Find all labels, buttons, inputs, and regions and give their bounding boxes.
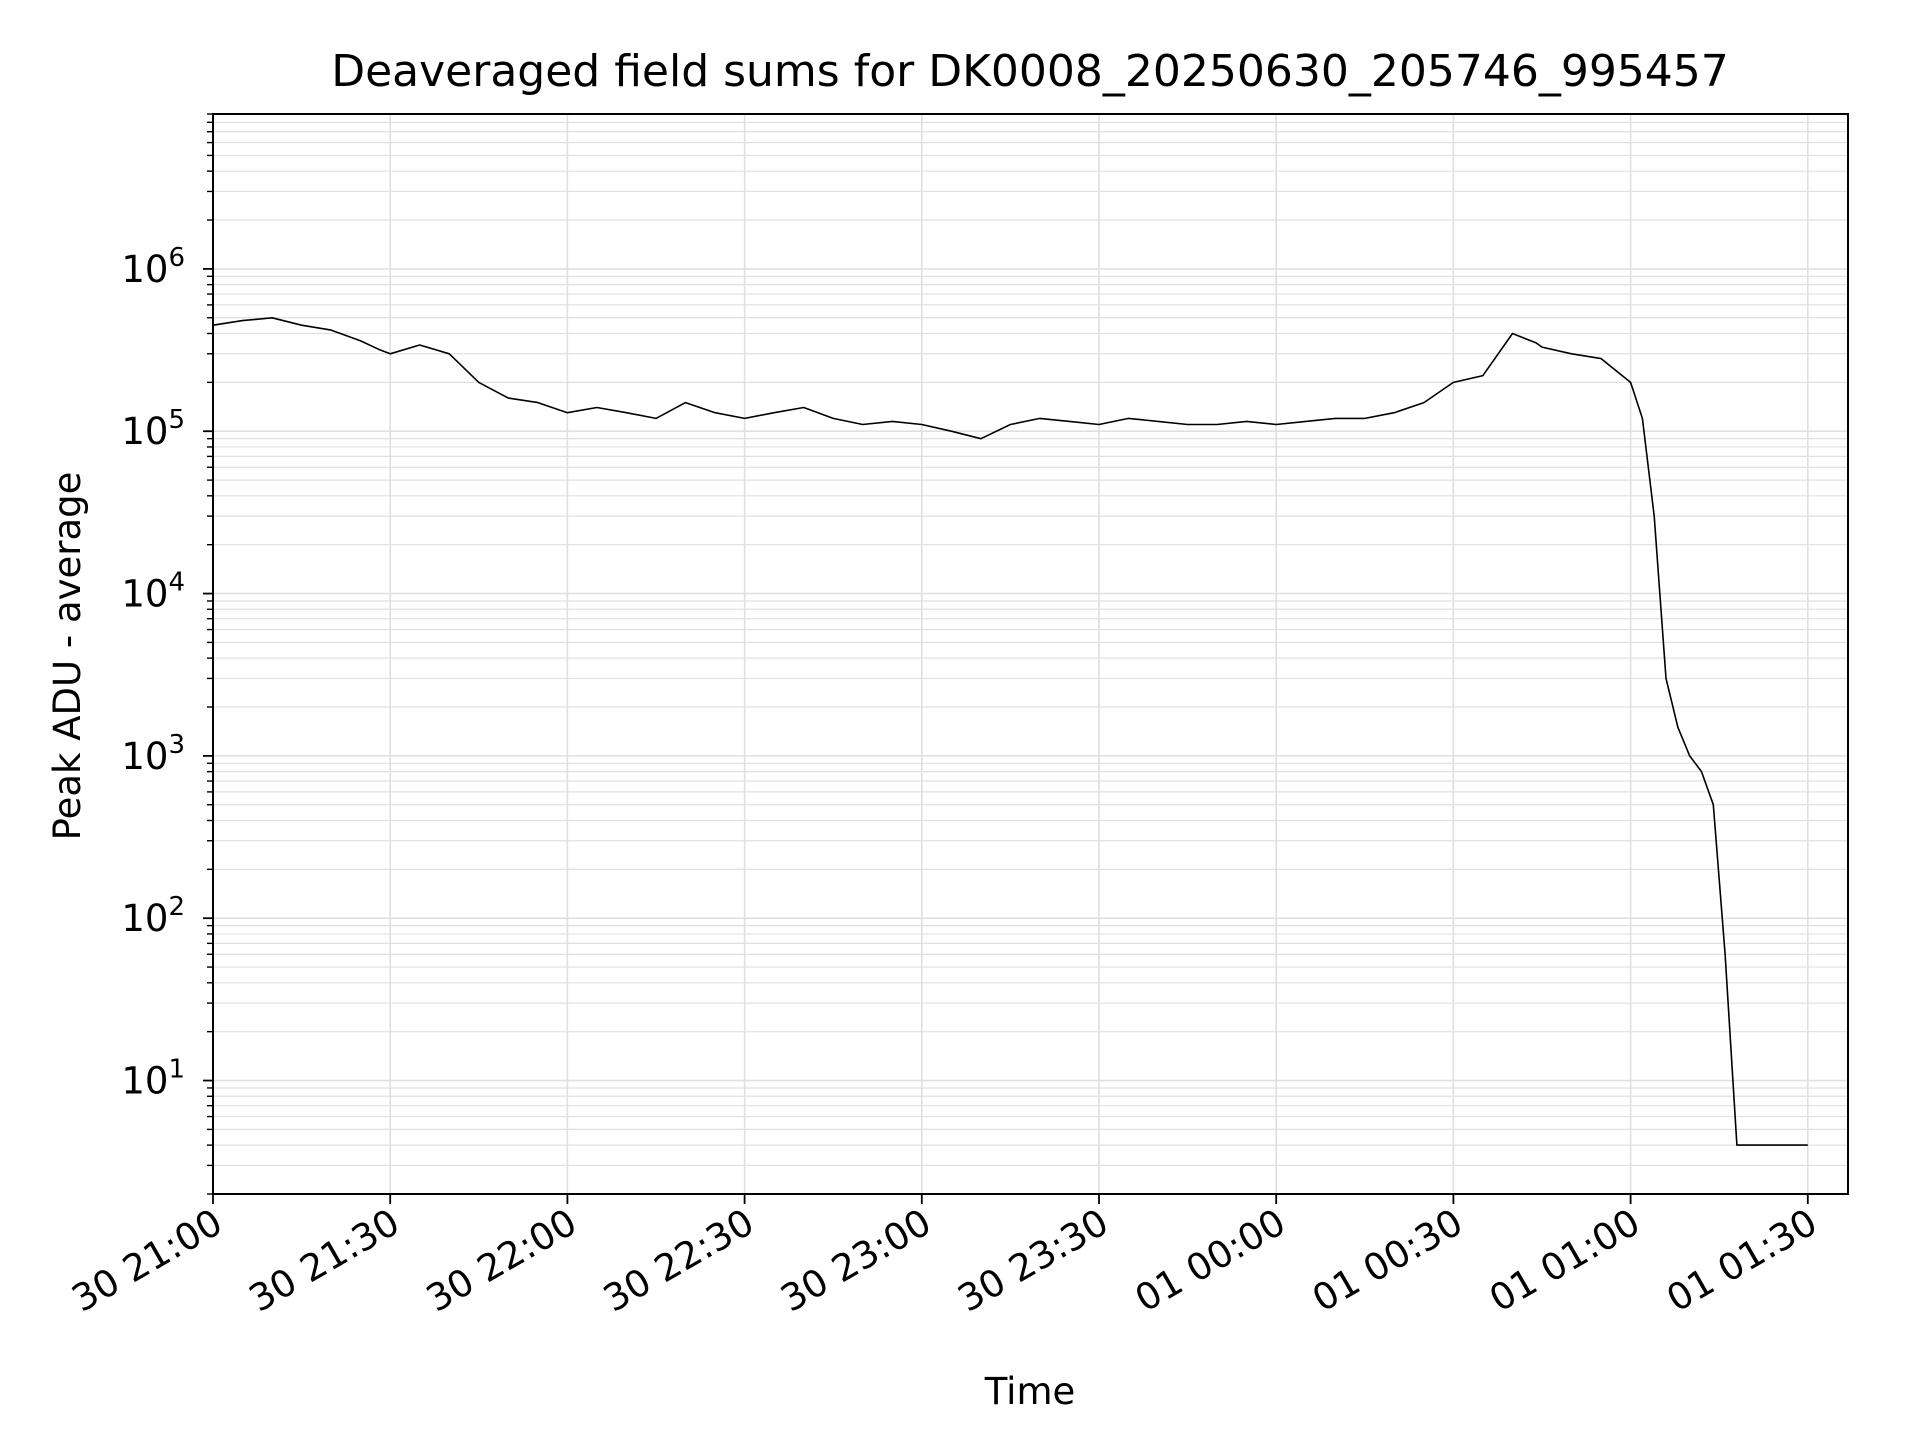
y-tick-label: 105 [121, 405, 185, 453]
plot-frame [212, 113, 1849, 1195]
y-axis-label: Peak ADU - average [46, 472, 89, 841]
y-tick-label: 101 [121, 1055, 185, 1103]
grid-lines [212, 113, 1848, 1195]
y-tick-label: 106 [121, 243, 185, 291]
series-line [212, 316, 1808, 1146]
series-group [212, 316, 1808, 1146]
y-tick-label: 104 [121, 568, 185, 616]
chart-title: Deaveraged field sums for DK0008_2025063… [331, 46, 1729, 97]
y-tick-label: 102 [121, 892, 185, 940]
x-axis-label: Time [984, 1370, 1076, 1413]
y-tick-label: 103 [121, 730, 185, 778]
